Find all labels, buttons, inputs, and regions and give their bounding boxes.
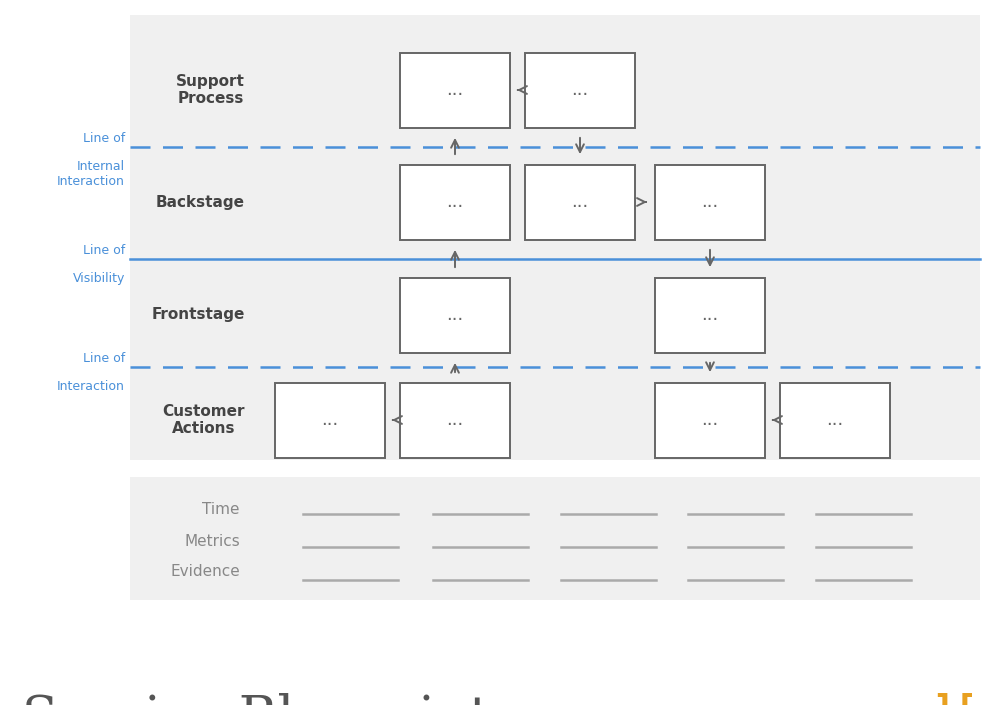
Text: Service Blueprint: Service Blueprint [22,693,490,705]
Bar [275,383,385,458]
Text: ...: ... [826,411,844,429]
Text: ...: ... [321,411,339,429]
Text: Visibility: Visibility [73,257,125,285]
Text: Evidence: Evidence [170,565,240,580]
Text: Line of: Line of [83,244,125,257]
Text: Line of: Line of [83,352,125,365]
Bar [655,383,765,458]
Text: Backstage: Backstage [156,195,245,209]
Bar [400,383,510,458]
Text: ...: ... [446,411,464,429]
Text: ...: ... [571,193,589,211]
Text: Frontstage: Frontstage [152,307,245,322]
Text: Customer
Actions: Customer Actions [162,404,245,436]
Bar [130,477,980,600]
Text: ...: ... [701,306,719,324]
Text: ...: ... [571,81,589,99]
Text: ...: ... [701,193,719,211]
Bar [400,278,510,352]
Text: ...: ... [446,81,464,99]
Bar [525,164,635,240]
Bar [525,52,635,128]
Text: ...: ... [446,193,464,211]
Text: ...: ... [446,306,464,324]
Text: Time: Time [202,503,240,517]
Bar [400,164,510,240]
Text: ...: ... [701,411,719,429]
Bar [655,164,765,240]
Bar [400,52,510,128]
Bar [130,15,980,460]
Text: Support
Process: Support Process [176,74,245,106]
Text: ][: ][ [932,693,978,705]
Text: Internal
Interaction: Internal Interaction [57,145,125,188]
Text: Interaction: Interaction [57,365,125,393]
Text: Line of: Line of [83,132,125,145]
Bar [780,383,890,458]
Text: Metrics: Metrics [184,534,240,549]
Bar [655,278,765,352]
